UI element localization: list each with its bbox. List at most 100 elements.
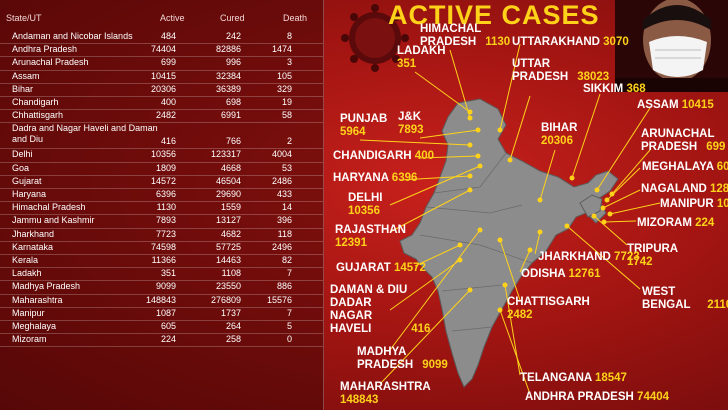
map-label-tripura: TRIPURA 1742 <box>627 243 678 269</box>
state-label: LADAKH <box>397 45 446 57</box>
death-value: 5 <box>286 321 292 331</box>
leader-line <box>534 231 541 255</box>
leader-line <box>449 49 471 119</box>
state-marker-dot <box>467 115 473 121</box>
cured-value: 242 <box>225 31 241 41</box>
cured-value: 4682 <box>220 228 241 239</box>
cured-value: 996 <box>225 57 241 68</box>
state-label: ANDHRA PRADESH <box>525 391 634 403</box>
death-value: 14 <box>281 202 292 213</box>
death-value: 105 <box>276 70 292 81</box>
cured-value: 264 <box>225 321 241 331</box>
active-count: 5964 <box>340 126 366 138</box>
state-marker-dot <box>609 191 615 197</box>
leader-line <box>509 95 531 161</box>
cured-value: 698 <box>225 97 241 107</box>
leader-line <box>602 189 641 209</box>
cured-value: 46504 <box>215 175 241 186</box>
cured-value: 258 <box>225 334 241 345</box>
state-name: Haryana <box>12 189 47 199</box>
death-value: 396 <box>276 215 292 226</box>
leader-line <box>499 309 531 395</box>
state-name: Goa <box>12 162 30 173</box>
state-marker-dot <box>502 282 508 288</box>
state-name: Maharashtra <box>12 294 63 305</box>
table-row: Jammu and Kashmir 7893 13127 396 <box>0 214 323 229</box>
map-label-odisha: ODISHA 12761 <box>521 268 601 281</box>
state-label: NAGALAND <box>641 183 707 195</box>
header-cured: Cured <box>220 13 245 23</box>
cured-value: 766 <box>225 136 241 147</box>
state-label: TELANGANA <box>520 372 592 384</box>
state-label: CHATTISGARH <box>507 296 590 308</box>
leader-line <box>596 107 651 191</box>
state-label: MEGHALAYA <box>642 161 714 173</box>
state-label: ARUNACHAL PRADESH <box>641 128 715 153</box>
state-marker-dot <box>569 175 575 181</box>
active-count: 21108 <box>707 299 728 311</box>
state-marker-dot <box>594 187 600 193</box>
state-marker-dot <box>467 187 473 193</box>
active-count: 2482 <box>507 309 533 321</box>
death-value: 58 <box>281 110 292 121</box>
cured-value: 1108 <box>221 268 241 279</box>
leader-line <box>593 215 628 246</box>
state-marker-dot <box>537 197 543 203</box>
table-row: Bihar 20306 36389 329 <box>0 83 323 97</box>
table-row: Chandigarh 400 698 19 <box>0 96 323 111</box>
table-row: Assam 10415 32384 105 <box>0 70 323 84</box>
active-value: 148843 <box>145 294 176 305</box>
table-row: Maharashtra 148843 276809 15576 <box>0 294 323 308</box>
leader-line <box>389 165 481 206</box>
cured-value: 32384 <box>215 70 241 81</box>
table-row: Haryana 6396 29690 433 <box>0 188 323 203</box>
active-value: 10356 <box>150 149 176 160</box>
state-marker-dot <box>604 197 610 203</box>
death-value: 329 <box>276 83 292 94</box>
table-row: Andhra Pradesh 74404 82886 1474 <box>0 43 323 58</box>
state-name: Madhya Pradesh <box>12 281 81 292</box>
cured-value: 123317 <box>210 149 241 160</box>
map-label-uttar-pradesh: UTTAR PRADESH 38023 <box>512 58 609 84</box>
cured-value: 36389 <box>215 83 241 94</box>
active-count: 7723 <box>614 251 640 263</box>
map-label-punjab: PUNJAB 5964 <box>340 113 387 139</box>
active-value: 74404 <box>150 44 176 55</box>
death-value: 82 <box>281 255 292 265</box>
active-count: 3070 <box>603 36 629 48</box>
active-count: 1087 <box>716 198 728 210</box>
table-row: Meghalaya 605 264 5 <box>0 320 323 335</box>
table-row: Arunachal Pradesh 699 996 3 <box>0 56 323 71</box>
death-value: 433 <box>276 189 292 199</box>
active-count: 351 <box>397 58 417 70</box>
active-count: 400 <box>414 150 434 162</box>
death-value: 8 <box>286 31 292 41</box>
active-count: 7893 <box>398 124 424 136</box>
cured-value: 13127 <box>215 215 241 226</box>
state-label: DELHI <box>348 192 383 204</box>
active-value: 10415 <box>150 70 176 81</box>
leader-line <box>419 129 479 139</box>
state-marker-dot <box>527 247 533 253</box>
state-label: MIZORAM <box>637 217 692 229</box>
page-title: ACTIVE CASES <box>388 0 600 30</box>
state-marker-dot <box>537 229 543 235</box>
table-row: Delhi 10356 123317 4004 <box>0 148 323 163</box>
active-count: 12391 <box>335 237 367 249</box>
death-value: 2496 <box>271 241 292 252</box>
active-value: 416 <box>160 136 176 147</box>
cured-value: 1737 <box>220 307 241 318</box>
table-row: Gujarat 14572 46504 2486 <box>0 175 323 189</box>
map-label-chandigarh: CHANDIGARH 400 <box>333 150 434 163</box>
state-label: GUJARAT <box>336 262 391 274</box>
state-label: SIKKIM <box>583 83 624 95</box>
active-count: 605 <box>716 161 728 173</box>
table-row: Jharkhand 7723 4682 118 <box>0 228 323 242</box>
leader-line <box>414 244 461 267</box>
cured-value: 23550 <box>215 281 241 292</box>
state-marker-dot <box>467 109 473 115</box>
leader-line <box>571 93 601 179</box>
leader-line <box>419 155 479 159</box>
state-label: PUNJAB <box>340 113 388 125</box>
